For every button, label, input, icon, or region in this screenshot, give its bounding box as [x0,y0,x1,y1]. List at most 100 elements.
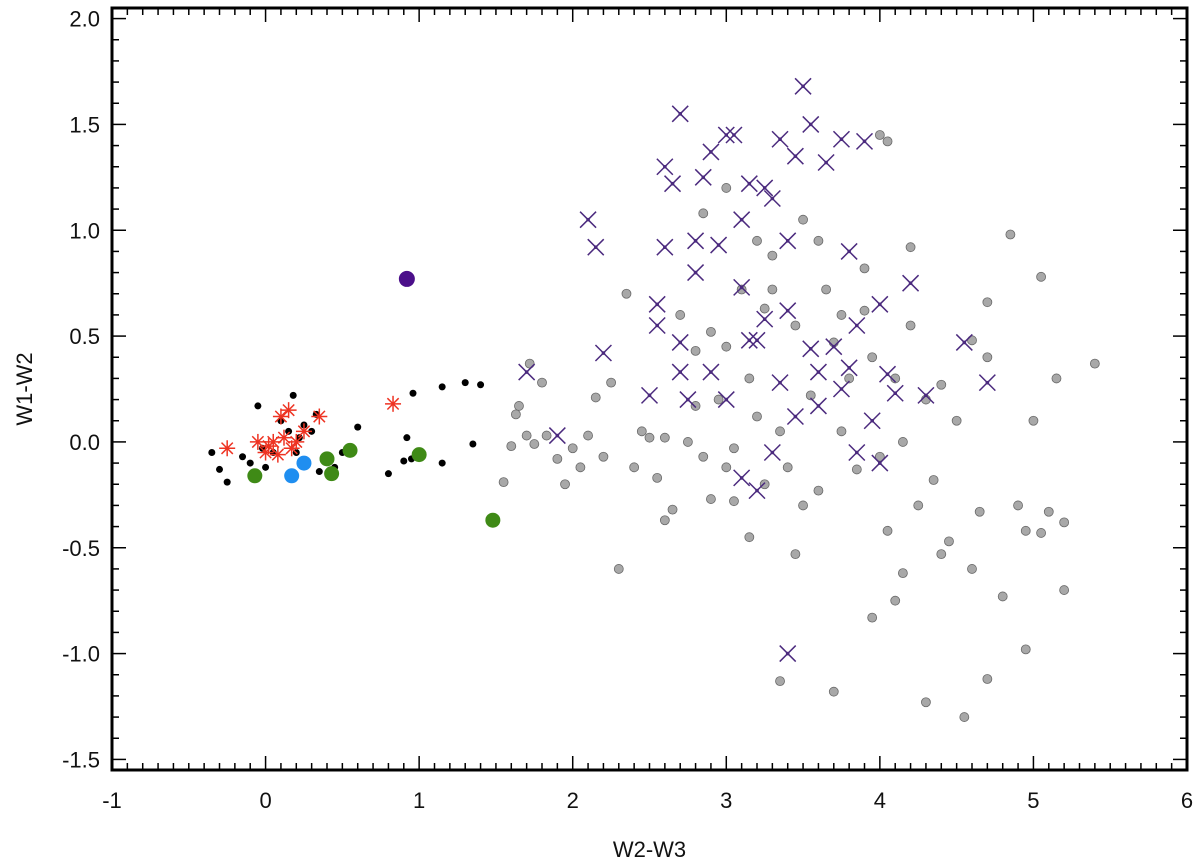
gray-dot-point [874,451,885,462]
gray-dot-point [675,310,686,320]
gray-dot-point [706,494,716,504]
purple-x-point [656,158,674,176]
gray-dot-point [959,712,970,722]
x-tick-label: 1 [413,788,425,813]
gray-dot-point [851,464,862,475]
purple-x-point [955,333,973,351]
gray-dot-point [982,674,993,684]
purple-x-point [756,179,774,197]
purple-x-point [848,316,866,335]
purple-x-point [748,482,766,500]
gray-dot-point [652,472,663,483]
gray-dot-point [867,352,878,363]
x-tick-label: 5 [1027,788,1039,813]
blue-dot-point [296,455,312,471]
gray-dot-point [798,214,808,225]
gray-dot-point [790,320,801,331]
purple-x-point [832,130,850,148]
gray-dot-point [997,591,1008,602]
gray-dot-point [890,595,901,606]
green-dot-point [319,451,335,467]
purple-x-point [656,238,674,256]
gray-dot-point [606,377,617,388]
purple-x-point [978,374,996,392]
black-dot-point [409,389,417,397]
gray-dot-point [690,345,701,356]
gray-dot-point [736,284,747,295]
gray-dot-point [682,437,693,447]
gray-dot-point [1013,500,1023,511]
red-asterisk-point [276,429,292,446]
gray-dot-point [752,235,762,246]
gray-dot-point [590,392,601,403]
black-dot-point [403,434,411,442]
gray-dot-point [874,130,885,140]
purple-x-point [840,359,858,377]
purple-x-point [902,274,920,292]
green-dot-point [411,447,427,463]
gray-dot-point [698,451,709,462]
black-dot-point [246,459,254,467]
y-tick-label: -0.5 [62,536,100,561]
purple-x-point [587,238,605,256]
purple-x-point [702,143,720,161]
purple-x-point [855,132,874,150]
gray-dot-point [844,373,855,384]
purple-x-point [671,105,689,123]
x-tick-label: 6 [1181,788,1193,813]
red-asterisk-point [280,402,297,419]
gray-dot-point [790,549,801,559]
plot-frame [110,6,1189,772]
gray-dot-point [936,379,947,390]
purple-x-point [756,310,774,328]
gray-dot-point [967,564,977,574]
gray-dot-point [521,430,532,441]
purple-dot-point [398,270,415,287]
purple-x-point [717,391,735,409]
purple-x-point [802,115,820,133]
black-dot-point [289,391,297,399]
x-tick-label: -1 [102,788,122,813]
gray-dot-point [721,341,732,352]
gray-dot-point [759,303,770,314]
data-marks [208,77,1100,722]
purple-x-point [733,278,751,296]
gray-dot-point [897,437,908,447]
gray-dot-point [721,183,732,193]
gray-dot-point [813,235,824,246]
gray-dot-point [713,394,724,405]
purple-x-point [679,391,697,409]
gray-dot-point [659,515,670,526]
axis-ticks [111,8,1188,770]
gray-dot-point [529,439,540,449]
gray-dot-point [982,297,993,308]
gray-dot-point [775,426,785,437]
gray-dot-point [1036,528,1047,538]
gray-dot-point [644,432,655,443]
gray-dot-point [882,136,893,147]
gray-dot-point [636,426,647,437]
gray-dot-point [537,377,547,388]
gray-dot-point [967,335,977,346]
purple-x-point [648,295,666,313]
black-dot-point [477,381,485,389]
y-tick-label: -1.5 [62,747,100,772]
black-dot-point [315,468,323,476]
y-tick-label: -1.0 [62,642,100,667]
purple-x-point [548,427,566,445]
y-tick-label: 1.0 [69,218,100,243]
gray-dot-point [690,401,701,411]
gray-dot-point [744,373,755,384]
x-axis-label: W2-W3 [613,837,686,862]
black-dot-point [400,457,408,465]
purple-x-point [879,365,897,383]
red-asterisk-point [311,408,328,425]
purple-x-point [871,454,889,472]
x-tick-label: 2 [567,788,579,813]
purple-x-point [825,338,843,356]
purple-x-point [786,147,804,165]
gray-dot-point [659,432,670,443]
gray-dot-point [821,284,832,295]
red-asterisk-point [269,446,286,463]
